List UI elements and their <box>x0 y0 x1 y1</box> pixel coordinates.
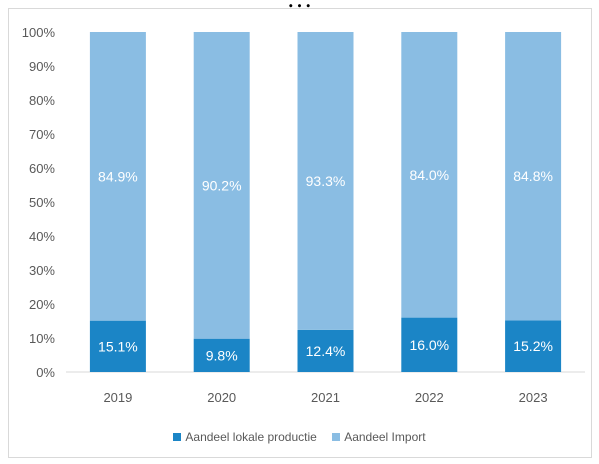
legend-swatch-import <box>332 433 341 441</box>
bar-value-label: 84.9% <box>98 168 138 184</box>
bar-segment <box>505 32 562 321</box>
y-tick-label: 50% <box>29 195 55 210</box>
bar-segment <box>297 329 354 372</box>
legend-swatch-local <box>173 433 182 441</box>
bar-value-label: 12.4% <box>306 343 346 359</box>
bar-segment <box>89 320 146 372</box>
y-tick-label: 40% <box>29 229 55 244</box>
legend-label-import: Aandeel Import <box>344 430 426 444</box>
bar-value-label: 15.2% <box>513 338 553 354</box>
y-tick-label: 20% <box>29 297 55 312</box>
bar-value-label: 93.3% <box>306 173 346 189</box>
y-tick-label: 90% <box>29 59 55 74</box>
bar-value-label: 84.0% <box>409 167 449 183</box>
legend-item-local: Aandeel lokale productie <box>173 430 317 444</box>
y-tick-label: 80% <box>29 93 55 108</box>
legend: Aandeel lokale productie Aandeel Import <box>0 430 599 444</box>
bar-segment <box>505 320 562 372</box>
bar-segment <box>193 32 250 339</box>
legend-label-local: Aandeel lokale productie <box>185 430 317 444</box>
y-tick-label: 60% <box>29 161 55 176</box>
y-tick-label: 70% <box>29 127 55 142</box>
bar-segment <box>401 317 458 372</box>
y-tick-label: 30% <box>29 263 55 278</box>
chart-title-partial: … <box>0 0 599 12</box>
legend-item-import: Aandeel Import <box>332 430 426 444</box>
bar-segment <box>89 32 146 321</box>
x-tick-label: 2019 <box>103 390 132 405</box>
y-tick-label: 0% <box>36 365 55 380</box>
x-tick-label: 2020 <box>207 390 236 405</box>
bar-segment <box>401 32 458 318</box>
bar-value-label: 15.1% <box>98 338 138 354</box>
bar-value-label: 16.0% <box>409 337 449 353</box>
bar-value-label: 84.8% <box>513 168 553 184</box>
y-tick-label: 100% <box>22 25 56 40</box>
x-tick-label: 2023 <box>519 390 548 405</box>
bar-segment <box>297 32 354 330</box>
bar-value-label: 9.8% <box>206 347 238 363</box>
bar-value-label: 90.2% <box>202 177 242 193</box>
y-tick-label: 10% <box>29 331 55 346</box>
x-tick-label: 2021 <box>311 390 340 405</box>
x-tick-label: 2022 <box>415 390 444 405</box>
bar-segment <box>193 338 250 372</box>
